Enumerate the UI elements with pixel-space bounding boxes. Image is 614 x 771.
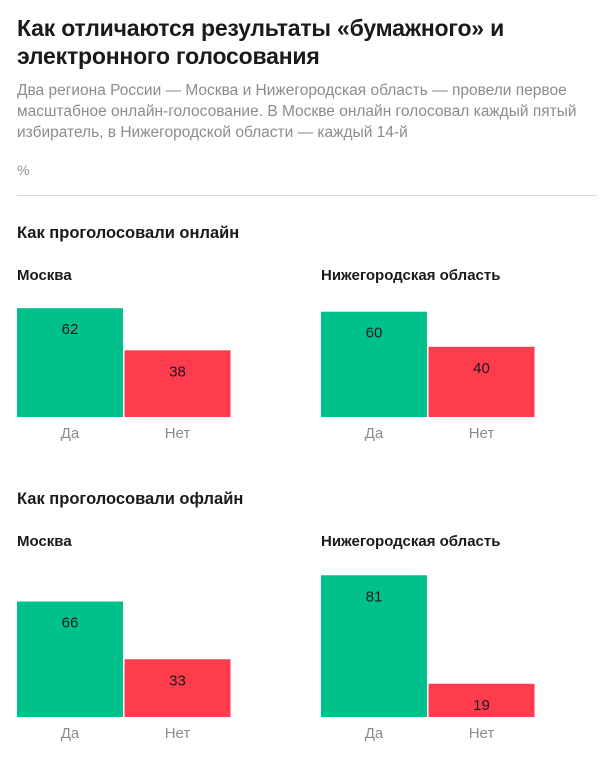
- bar-value-label: 40: [473, 360, 490, 377]
- bar-no: [124, 350, 231, 417]
- chart-subtitle: Два региона России — Москва и Нижегородс…: [17, 82, 577, 141]
- region-title-nizhny-offline: Нижегородская область: [321, 533, 501, 550]
- bar-value-label: 66: [62, 615, 79, 632]
- region-title-moscow-offline: Москва: [17, 533, 72, 550]
- section-title-offline: Как проголосовали офлайн: [17, 490, 244, 508]
- category-label: Нет: [165, 425, 191, 442]
- bar-yes: [321, 311, 427, 417]
- category-label: Да: [61, 725, 80, 742]
- divider: [17, 195, 597, 196]
- category-label: Нет: [469, 425, 495, 442]
- bar-value-label: 62: [62, 321, 79, 338]
- bar-yes: [321, 575, 427, 717]
- bar-chart-nizhny-online: 60 Да 40 Нет: [321, 311, 535, 442]
- bar-value-label: 33: [169, 672, 186, 689]
- category-label: Да: [61, 425, 80, 442]
- unit-label: %: [17, 162, 30, 178]
- bar-value-label: 19: [473, 697, 490, 714]
- category-label: Нет: [469, 725, 495, 742]
- bar-yes: [17, 308, 123, 417]
- bar-value-label: 38: [169, 363, 186, 380]
- category-label: Нет: [165, 725, 191, 742]
- bar-no: [428, 683, 535, 717]
- region-title-moscow-online: Москва: [17, 267, 72, 284]
- bar-no: [124, 659, 231, 717]
- bar-value-label: 81: [366, 588, 383, 605]
- bar-chart-moscow-online: 62 Да 38 Нет: [17, 308, 231, 442]
- bar-yes: [17, 601, 123, 717]
- chart-title: Как отличаются результаты «бумажного» и …: [17, 15, 505, 69]
- bar-chart-moscow-offline: 66 Да 33 Нет: [17, 601, 231, 742]
- bar-chart-nizhny-offline: 81 Да 19 Нет: [321, 575, 535, 742]
- bar-value-label: 60: [366, 325, 383, 342]
- region-title-nizhny-online: Нижегородская область: [321, 267, 501, 284]
- section-title-online: Как проголосовали онлайн: [17, 224, 240, 242]
- category-label: Да: [365, 725, 384, 742]
- bar-no: [428, 346, 535, 417]
- category-label: Да: [365, 425, 384, 442]
